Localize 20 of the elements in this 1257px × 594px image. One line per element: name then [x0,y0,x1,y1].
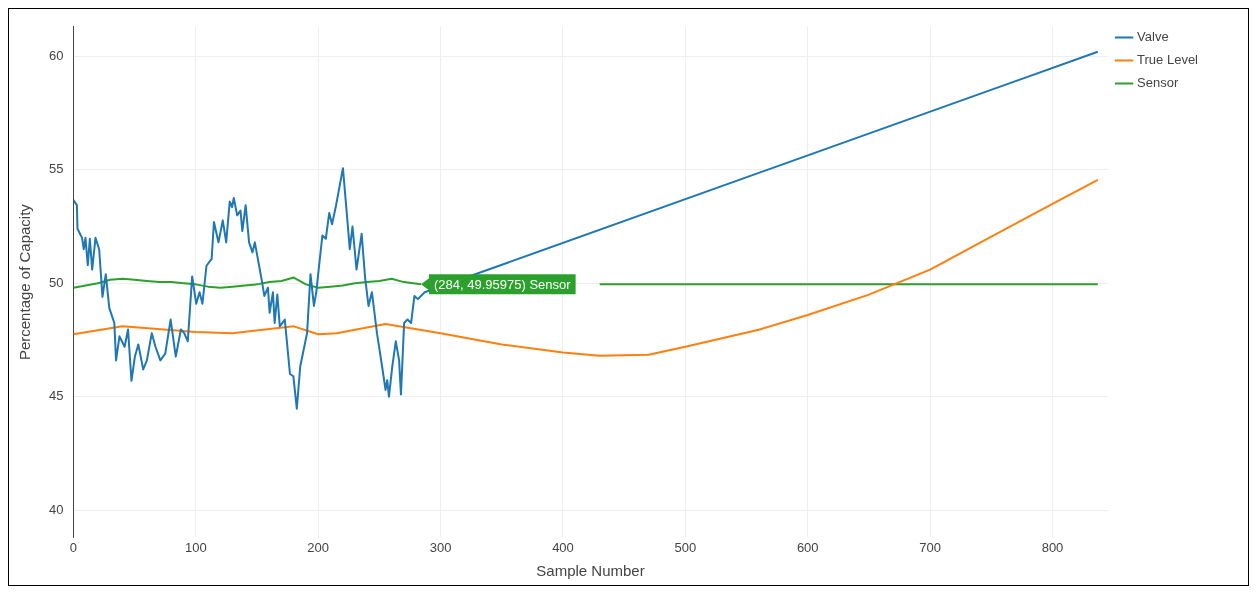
x-tick-label: 500 [674,539,697,555]
x-tick-label: 300 [429,539,452,555]
x-tick-label: 0 [69,539,78,555]
annotation: (284, 49.95975) Sensor [434,276,572,292]
x-tick-label: 700 [919,539,941,555]
x-tick-label: 600 [796,539,819,555]
y-tick-label: 50 [48,274,64,290]
x-tick-label: 800 [1041,539,1064,555]
y-axis-title: Percentage of Capacity [16,203,34,361]
x-axis-title: Sample Number [536,562,645,580]
x-tick-label: 400 [552,539,574,555]
x-tick-label: 200 [307,539,330,555]
x-tick-label: 100 [184,539,207,555]
y-tick-label: 60 [48,47,64,63]
legend-label: Valve [1137,29,1169,45]
legend-label: True Level [1137,52,1199,68]
y-tick-label: 40 [48,501,64,517]
y-tick-label: 55 [48,161,64,177]
legend-label: Sensor [1137,75,1179,91]
y-tick-label: 45 [48,388,64,404]
